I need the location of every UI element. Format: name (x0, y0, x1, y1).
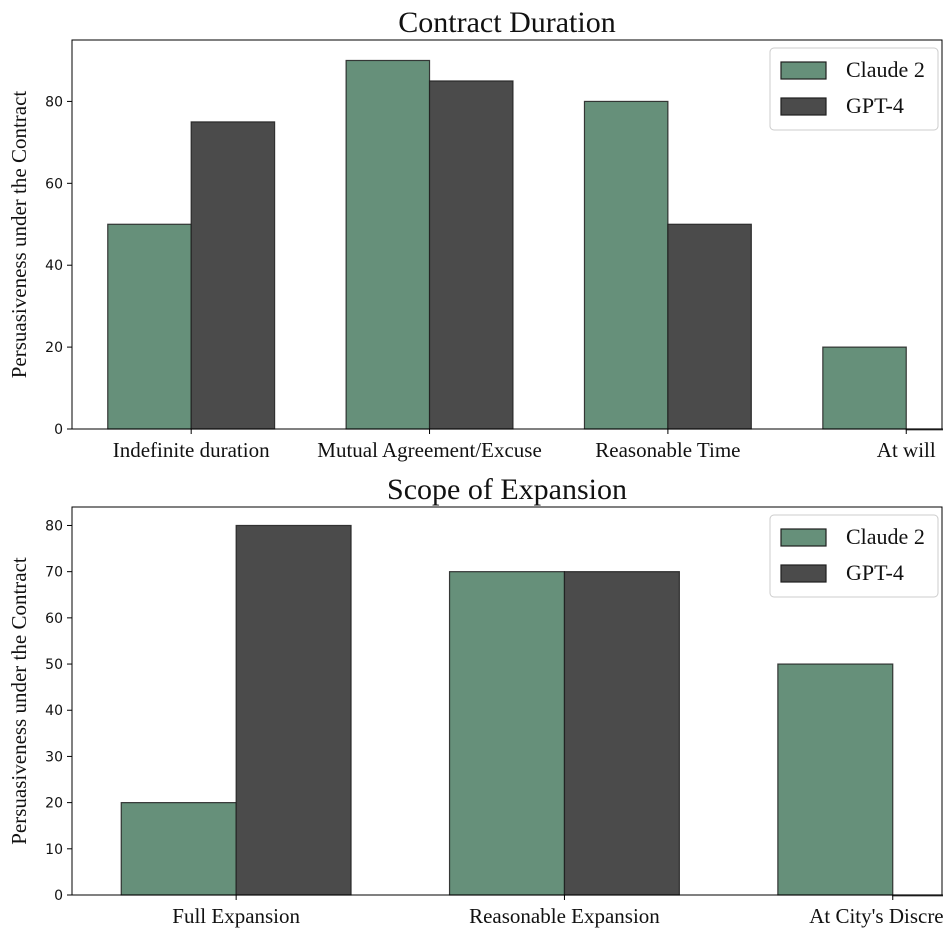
bar-gpt-4-2 (428, 80, 514, 430)
x-tick-label: At City's Discretion (809, 904, 943, 928)
plot-frame (71, 506, 943, 896)
x-tick-label: At will (877, 438, 936, 462)
legend-label: GPT-4 (846, 560, 904, 585)
bar-claude-2-3 (777, 663, 894, 896)
y-tick-label: 60 (45, 176, 63, 192)
bar-claude-2-3 (583, 100, 669, 430)
y-tick-label: 30 (45, 749, 63, 765)
y-axis-label: Persuasiveness under the Contract (7, 557, 31, 845)
y-tick-label: 10 (45, 842, 63, 858)
bar-claude-2-1 (107, 223, 192, 430)
y-tick-label: 80 (45, 518, 63, 534)
chart-1: Contract Duration Indefinite duration Mutu… (7, 6, 943, 462)
bar-gpt-4-2 (563, 571, 680, 896)
y-tick-label: 40 (45, 258, 63, 274)
y-tick-label: 60 (45, 611, 63, 627)
y-tick-label: 0 (54, 888, 63, 904)
chart-title: Contract Duration (398, 6, 615, 39)
legend-label: GPT-4 (846, 93, 904, 118)
legend: Claude 2 GPT-4 (769, 514, 939, 598)
y-tick-label: 20 (45, 796, 63, 812)
plot-frame (71, 39, 943, 430)
legend-swatch (780, 61, 827, 80)
legend-label: Claude 2 (846, 524, 925, 549)
x-tick-label: Reasonable Expansion (469, 904, 660, 928)
bar-claude-2-2 (345, 59, 431, 430)
bar-gpt-4-1 (190, 121, 276, 430)
chart-2: Scope of Expansion Full Expansion Reasonab… (7, 473, 943, 928)
legend-swatch (780, 528, 827, 547)
y-tick-label: 0 (54, 422, 63, 438)
legend-label: Claude 2 (846, 57, 925, 82)
y-tick-label: 40 (45, 703, 63, 719)
y-axis-label: Persuasiveness under the Contract (7, 91, 31, 379)
x-tick-label: Reasonable Time (595, 438, 740, 462)
bar-gpt-4-1 (235, 524, 352, 896)
bar-claude-2-4 (822, 346, 907, 430)
x-tick-label: Mutual Agreement/Excuse (317, 438, 542, 462)
legend-swatch (780, 564, 827, 583)
bar-gpt-4-3 (667, 223, 752, 430)
y-tick-label: 20 (45, 340, 63, 356)
y-tick-label: 80 (45, 94, 63, 110)
y-tick-label: 50 (45, 657, 63, 673)
chart-title: Scope of Expansion (387, 473, 627, 506)
bar-claude-2-1 (120, 802, 237, 896)
y-tick-label: 70 (45, 565, 63, 581)
x-tick-label: Full Expansion (172, 904, 300, 928)
legend: Claude 2 GPT-4 (769, 47, 939, 131)
x-tick-label: Indefinite duration (113, 438, 270, 462)
legend-swatch (780, 97, 827, 116)
bar-claude-2-2 (448, 571, 566, 896)
